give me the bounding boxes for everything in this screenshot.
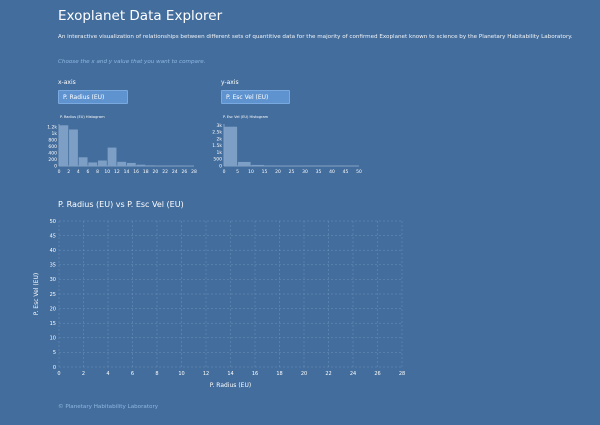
x-histogram-x-tick-label: 20 — [153, 169, 159, 175]
y-histogram-bar — [251, 164, 265, 166]
scatter-x-tick-label: 6 — [131, 371, 134, 377]
x-histogram-y-tick-label: 1k — [52, 131, 58, 137]
y-histogram-y-tick-label: 2k — [217, 136, 223, 142]
x-histogram-x-tick-label: 6 — [86, 169, 89, 175]
x-histogram-bar — [136, 164, 146, 166]
x-histogram-bar — [117, 161, 127, 166]
scatter-y-tick-label: 45 — [50, 233, 56, 239]
x-histogram-bar — [69, 129, 78, 166]
x-histogram-y-tick-label: 200 — [48, 157, 57, 163]
x-histogram-x-tick-label: 26 — [181, 169, 187, 175]
scatter-x-tick-label: 10 — [178, 371, 184, 377]
y-histogram-x-tick-label: 15 — [262, 169, 268, 175]
y-axis-label: y-axis — [221, 79, 239, 86]
y-histogram-bar — [264, 165, 278, 166]
scatter-x-tick-label: 2 — [82, 371, 85, 377]
x-histogram-title: P. Radius (EU) Histogram — [60, 115, 105, 119]
x-histogram-x-tick-label: 16 — [133, 169, 139, 175]
x-histogram-bar — [126, 162, 136, 166]
y-histogram-x-tick-label: 45 — [343, 169, 349, 175]
y-histogram-x-tick-label: 30 — [302, 169, 308, 175]
y-histogram-x-tick-label: 20 — [275, 169, 281, 175]
scatter-y-axis-title: P. Esc Vel (EU) — [33, 273, 40, 315]
x-histogram-bar — [78, 157, 88, 166]
page-title: Exoplanet Data Explorer — [58, 8, 223, 24]
x-axis-select[interactable]: P. Radius (EU) — [58, 90, 128, 104]
y-histogram-x-tick-label: 25 — [289, 169, 295, 175]
scatter-x-axis-title: P. Radius (EU) — [210, 382, 251, 389]
y-histogram-x-tick-label: 5 — [236, 169, 239, 175]
x-histogram-chart: 0 2 4 6 8 10 12 14 16 18 20 22 24 26 2802004006008001k… — [47, 124, 197, 175]
x-histogram-bar — [146, 165, 156, 166]
scatter-x-tick-label: 16 — [252, 371, 258, 377]
y-histogram-y-tick-label: 3k — [217, 123, 223, 129]
scatter-y-tick-label: 35 — [50, 263, 56, 269]
x-histogram-x-tick-label: 22 — [162, 169, 168, 175]
x-histogram-x-tick-label: 0 — [58, 169, 61, 175]
page-description: An interactive visualization of relation… — [58, 34, 573, 40]
x-histogram-bar — [88, 162, 98, 166]
scatter-x-tick-label: 8 — [155, 371, 158, 377]
scatter-x-tick-label: 24 — [350, 371, 356, 377]
x-histogram-y-tick-label: 600 — [48, 144, 57, 150]
y-histogram-x-tick-label: 35 — [316, 169, 322, 175]
y-histogram-x-tick-label: 0 — [223, 169, 226, 175]
y-histogram-x-tick-label: 50 — [356, 169, 362, 175]
scatter-y-tick-label: 20 — [50, 306, 56, 312]
scatter-x-tick-label: 4 — [106, 371, 109, 377]
footer-copyright: © Planetary Habitability Laboratory — [58, 404, 159, 410]
x-histogram-y-tick-label: 1.2k — [47, 125, 57, 131]
y-histogram-y-tick-label: 0 — [219, 164, 222, 170]
scatter-x-tick-label: 26 — [374, 371, 380, 377]
x-histogram-x-tick-label: 18 — [143, 169, 149, 175]
x-histogram-y-tick-label: 800 — [48, 138, 57, 144]
scatter-x-tick-label: 12 — [203, 371, 209, 377]
scatter-y-tick-label: 50 — [50, 219, 56, 225]
scatter-x-tick-label: 20 — [301, 371, 307, 377]
x-histogram-bar — [107, 147, 117, 166]
y-axis-select[interactable]: P. Esc Vel (EU) — [221, 90, 290, 104]
scatter-y-tick-label: 40 — [50, 248, 56, 254]
y-histogram-bar — [224, 126, 238, 166]
y-histogram-x-tick-label: 10 — [248, 169, 254, 175]
x-histogram-x-tick-label: 2 — [67, 169, 70, 175]
x-axis-label: x-axis — [58, 79, 76, 86]
y-histogram-x-tick-label: 40 — [329, 169, 335, 175]
x-histogram-y-tick-label: 400 — [48, 151, 57, 157]
scatter-x-tick-label: 0 — [57, 371, 60, 377]
scatter-x-tick-label: 22 — [325, 371, 331, 377]
scatter-y-tick-label: 0 — [53, 365, 56, 371]
scatter-y-tick-label: 15 — [50, 321, 56, 327]
scatter-chart: 0 2 4 6 8 10 12 14 16 18 20 22 24 26 28051015202530354… — [33, 219, 405, 389]
x-histogram-x-tick-label: 8 — [96, 169, 99, 175]
compare-prompt: Choose the x and y value that you want t… — [58, 59, 206, 65]
y-histogram-y-tick-label: 1.5k — [212, 143, 222, 149]
x-histogram-bar — [97, 160, 107, 166]
y-histogram-y-tick-label: 1k — [217, 150, 223, 156]
y-histogram-title: P. Esc Vel (EU) Histogram — [223, 115, 269, 119]
scatter-x-tick-label: 18 — [276, 371, 282, 377]
x-histogram-x-tick-label: 12 — [114, 169, 120, 175]
x-histogram-y-tick-label: 0 — [54, 164, 57, 170]
y-histogram-y-tick-label: 2.5k — [212, 130, 222, 136]
x-histogram-x-tick-label: 14 — [124, 169, 130, 175]
scatter-y-tick-label: 30 — [50, 277, 56, 283]
x-histogram-bar — [59, 125, 69, 166]
scatter-y-tick-label: 10 — [50, 336, 56, 342]
scatter-x-tick-label: 14 — [227, 371, 233, 377]
scatter-title: P. Radius (EU) vs P. Esc Vel (EU) — [58, 200, 184, 209]
scatter-y-tick-label: 25 — [50, 292, 56, 298]
x-histogram-x-tick-label: 4 — [77, 169, 80, 175]
x-histogram-x-tick-label: 24 — [172, 169, 178, 175]
x-histogram-x-tick-label: 28 — [191, 169, 197, 175]
scatter-y-tick-label: 5 — [53, 350, 56, 356]
y-histogram-bar — [237, 161, 251, 166]
y-histogram-y-tick-label: 500 — [213, 157, 222, 163]
x-histogram-x-tick-label: 10 — [104, 169, 110, 175]
scatter-x-tick-label: 28 — [399, 371, 405, 377]
